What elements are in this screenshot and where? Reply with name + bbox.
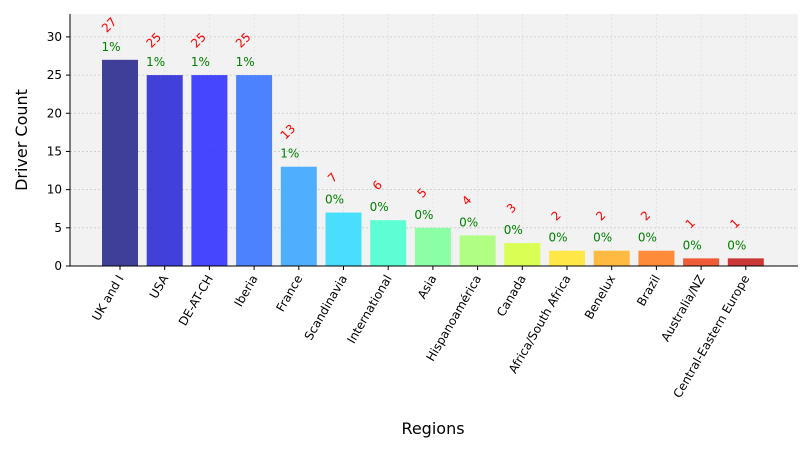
y-tick-label: 20 [47, 106, 62, 120]
y-tick-label: 5 [54, 221, 62, 235]
bar [102, 59, 138, 267]
x-tick-label: DE-AT-CH [176, 273, 216, 329]
percent-label: 1% [280, 147, 299, 161]
percent-label: 0% [548, 231, 567, 245]
percent-label: 1% [101, 40, 120, 54]
percent-label: 0% [683, 238, 702, 252]
percent-label: 0% [414, 208, 433, 222]
percent-label: 0% [593, 231, 612, 245]
bar [593, 250, 630, 266]
y-tick-label: 15 [47, 144, 62, 158]
x-axis-title: Regions [401, 419, 464, 438]
bar [414, 227, 451, 266]
x-tick-label: UK and I [89, 273, 126, 324]
bar [280, 166, 317, 266]
bar [146, 75, 183, 266]
x-tick-label: International [344, 273, 394, 346]
bar [683, 258, 720, 266]
y-axis-ticks: 0 5 10 15 20 25 30 [47, 30, 70, 273]
bars [102, 59, 764, 267]
x-tick-label: Australia/NZ [658, 273, 707, 344]
x-axis-ticks: UK and I USA DE-AT-CH Iberia FranceScandinav… [89, 266, 752, 400]
bar [727, 258, 764, 266]
x-tick-label: France [273, 273, 305, 315]
y-tick-label: 25 [47, 68, 62, 82]
plot-background [70, 14, 798, 266]
percent-label: 0% [638, 231, 657, 245]
bar [325, 212, 362, 266]
bar [504, 243, 541, 266]
percent-label: 1% [146, 55, 165, 69]
x-tick-label: Canada [494, 273, 529, 320]
y-axis-title: Driver Count [12, 89, 31, 191]
x-tick-label: Iberia [231, 273, 260, 310]
x-tick-label: Brazil [634, 273, 663, 309]
percent-label: 0% [727, 238, 746, 252]
x-tick-label: Benelux [582, 273, 618, 322]
percent-label: 0% [370, 200, 389, 214]
bar [549, 250, 585, 266]
x-tick-label: Scandinavia [302, 273, 351, 343]
y-tick-label: 0 [54, 259, 62, 273]
x-tick-label: Central-Eastern Europe [670, 273, 752, 401]
x-tick-label: Asia [415, 273, 440, 302]
percent-label: 1% [236, 55, 255, 69]
percent-label: 0% [325, 193, 344, 207]
y-tick-label: 10 [47, 183, 62, 197]
bar [191, 75, 228, 266]
bar [370, 220, 407, 266]
bar [236, 75, 273, 266]
bar [459, 235, 496, 266]
bar [638, 250, 675, 266]
x-tick-label: USA [147, 272, 172, 301]
percent-label: 0% [504, 223, 523, 237]
percent-label: 1% [191, 55, 210, 69]
y-tick-label: 30 [47, 30, 62, 44]
percent-label: 0% [459, 215, 478, 229]
